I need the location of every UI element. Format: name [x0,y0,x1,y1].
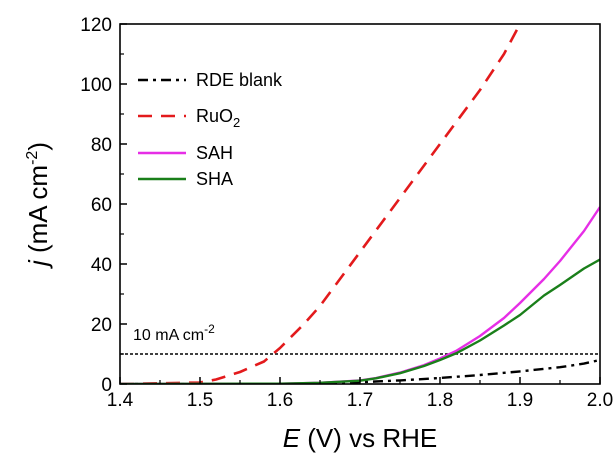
series-line-0 [120,358,600,384]
x-axis-label: E (V) vs RHE [283,423,438,453]
legend-label-name: SAH [196,143,233,163]
series-line-2 [120,206,600,384]
legend-label-0: RDE blank [196,70,283,90]
reference-line-group: 10 mA cm-2 [120,322,600,355]
axis-ticks: 1.4 1.5 1.6 1.7 1.8 1.9 2.0 0 20 40 60 80 100 120 [80,15,613,411]
x-tick-label: 1.4 [107,390,134,411]
legend-label-name: RDE blank [196,70,283,90]
y-tick-label: 60 [91,195,112,216]
legend-label-3: SHA [196,169,233,189]
y-axis-label-post: ) [23,142,53,151]
x-tick-label: 1.9 [507,390,533,411]
y-axis-label: j (mA cm-2) [23,142,53,269]
legend-label-name: SHA [196,169,233,189]
y-tick-label: 120 [80,15,112,36]
y-axis-label-var: j [23,259,53,269]
series-group [120,24,600,384]
series-line-1 [120,24,522,384]
y-tick-label: 0 [101,375,112,396]
x-tick-label: 1.7 [347,390,373,411]
series-line-3 [120,258,600,384]
legend-label-sub: 2 [233,115,240,130]
y-tick-label: 40 [91,255,112,276]
legend-label-1: RuO2 [196,106,240,130]
y-axis-label-sup: -2 [24,151,41,165]
x-tick-label: 1.5 [187,390,213,411]
legend-label-name: RuO [196,106,233,126]
reference-line-label-text: 10 mA cm [133,327,204,344]
x-axis-label-rest: (V) vs RHE [300,423,437,453]
reference-line-label: 10 mA cm-2 [133,322,215,344]
x-axis-label-var: E [283,423,301,453]
y-tick-label: 100 [80,75,112,96]
y-tick-label: 80 [91,135,112,156]
legend-label-2: SAH [196,143,233,163]
y-axis-label-pre: (mA cm [23,165,53,260]
reference-line-label-sup: -2 [204,322,215,336]
y-tick-label: 20 [91,315,112,336]
x-tick-label: 1.6 [267,390,293,411]
x-tick-label: 1.8 [427,390,453,411]
x-tick-label: 2.0 [587,390,613,411]
